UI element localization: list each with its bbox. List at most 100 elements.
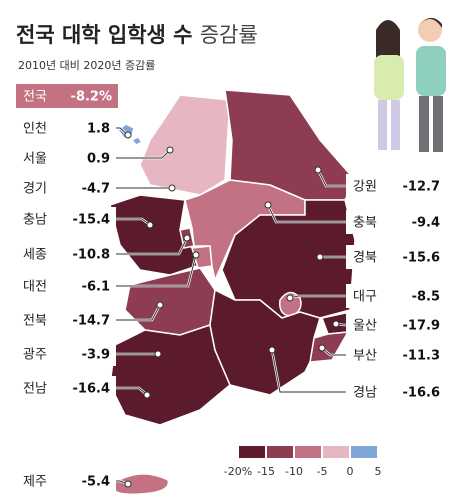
region-value: -14.7 [73,314,110,329]
region-name: 제주 [23,475,47,490]
anchor-dot [332,320,340,328]
legend-swatch [351,446,377,458]
region-name: 세종 [23,248,47,263]
region-name: 경기 [23,182,47,197]
region-name: 충북 [353,216,377,231]
legend-swatch [267,446,293,458]
anchor-dot [268,346,276,354]
region-value: -11.3 [403,349,440,364]
connector [116,387,148,396]
legend-tick-label: 0 [347,465,354,478]
national-name: 전국 [23,90,47,105]
title-main: 전국 대학 입학생 수 [16,23,193,47]
region-value: -8.5 [412,290,440,305]
label-box [16,469,116,493]
anchor-dot [192,251,200,259]
region-name: 경남 [353,386,377,401]
label-box [346,343,446,367]
region-name: 서울 [23,152,47,167]
connector [321,347,346,356]
region [209,288,321,396]
region-value: -16.4 [73,382,110,397]
region [139,94,231,196]
region-value: 1.8 [87,122,110,137]
region-name: 강원 [353,180,377,195]
region-value: -17.9 [403,319,440,334]
anchor-dot [286,294,294,302]
connector [116,127,129,136]
region-name: 대전 [23,280,47,295]
national-box [16,84,118,108]
label-box [346,210,446,234]
national-value: -8.2% [71,90,112,105]
title-suffix: 증감률 [200,23,258,47]
region-name: 부산 [353,349,377,364]
connector [267,204,346,223]
region-name: 경북 [353,251,377,266]
connector [116,304,161,321]
legend-tick-label: -5 [317,465,328,478]
region-name: 인천 [23,122,47,137]
legend-swatch [295,446,321,458]
connector [116,254,197,287]
map [109,89,356,496]
label-box [16,242,116,266]
region-value: -15.4 [73,213,110,228]
subtitle: 2010년 대비 2020년 증감률 [18,59,155,72]
label-box [16,146,116,170]
anchor-dot [143,391,151,399]
label-box [16,207,116,231]
anchor-dot [168,184,176,192]
label-box [16,342,116,366]
connector [271,349,346,393]
label-box [16,376,116,400]
label-box [16,116,116,140]
anchor-dot [166,146,174,154]
legend-tick-label: 5 [375,465,382,478]
legend-tick-label: -20% [224,465,252,478]
label-box [346,245,446,269]
region-value: -9.4 [412,216,440,231]
region-name: 전북 [23,314,47,329]
region-name: 광주 [23,348,47,363]
anchor-dot [154,350,162,358]
legend: -20% -15 -10 -5 0 5 [224,446,382,478]
region-value: -3.9 [82,348,110,363]
region [279,291,302,317]
region-value: -6.1 [82,280,110,295]
region-value: 0.9 [87,152,110,167]
anchor-dot [183,234,191,242]
region-name: 충남 [23,213,47,228]
label-box [16,274,116,298]
region-name: 대구 [353,290,377,305]
anchor-dot [314,166,322,174]
connector [116,149,171,159]
anchor-dot [264,201,272,209]
region-value: -16.6 [403,386,440,401]
region-value: -5.4 [82,475,110,490]
label-box [346,284,446,308]
legend-swatch [323,446,349,458]
region-value: -12.7 [403,180,440,195]
region-value: -10.8 [73,248,110,263]
connector [116,237,188,255]
label-box [346,313,446,337]
region [184,179,306,283]
label-box [16,176,116,200]
region-name: 전남 [23,382,47,397]
label-box [16,308,116,332]
legend-swatch [239,446,265,458]
label-box [346,174,446,198]
legend-tick-label: -15 [257,465,275,478]
label-box [346,380,446,404]
title: 전국 대학 입학생 수 증감률 [16,23,258,47]
anchor-dot [124,480,132,488]
anchor-dot [316,253,324,261]
anchor-dot [318,344,326,352]
region [111,473,170,496]
people-illustration [374,17,446,152]
anchor-dot [124,131,132,139]
anchor-dot [146,221,154,229]
anchor-dot [156,301,164,309]
